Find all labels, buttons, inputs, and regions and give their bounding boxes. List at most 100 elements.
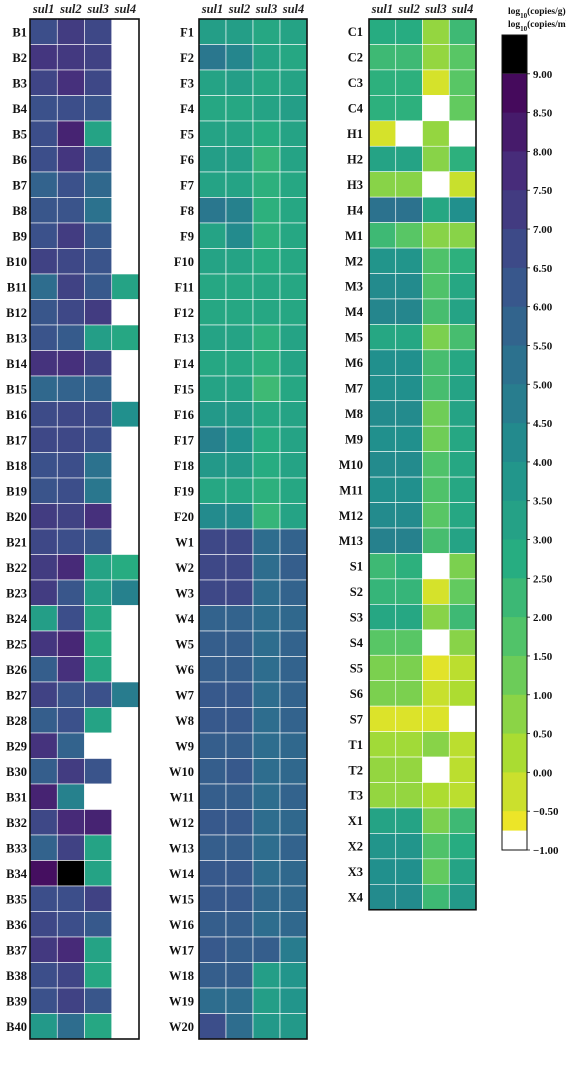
cell-X2-sul3 bbox=[422, 833, 450, 860]
cell-M8-sul3 bbox=[422, 400, 450, 427]
cell-B17-sul2 bbox=[56, 426, 85, 453]
cell-F17-sul2 bbox=[225, 426, 254, 453]
cell-F18-sul2 bbox=[225, 452, 254, 479]
row-label-W19: W19 bbox=[169, 994, 194, 1008]
cell-B3-sul2 bbox=[56, 69, 85, 96]
cell-B32-sul3 bbox=[84, 809, 113, 836]
colorbar-tick-label: 4.50 bbox=[533, 418, 553, 430]
cell-B30-sul1 bbox=[29, 758, 58, 785]
cell-B33-sul1 bbox=[29, 834, 58, 861]
cell-F14-sul3 bbox=[252, 350, 281, 377]
row-label-C1: C1 bbox=[348, 25, 363, 39]
row-label-B28: B28 bbox=[6, 714, 27, 728]
cell-B23-sul3 bbox=[84, 579, 113, 606]
cell-B30-sul3 bbox=[84, 758, 113, 785]
row-label-B3: B3 bbox=[12, 76, 27, 90]
colorbar-tick-label: 2.50 bbox=[533, 573, 553, 585]
cell-H2-sul3 bbox=[422, 145, 450, 173]
cell-B4-sul1 bbox=[29, 95, 58, 122]
column-header-sul1: sul1 bbox=[32, 2, 55, 16]
cell-B18-sul1 bbox=[29, 452, 58, 479]
cell-B39-sul1 bbox=[29, 987, 58, 1014]
colorbar-frame bbox=[501, 34, 528, 851]
cell-F17-sul4 bbox=[279, 426, 308, 453]
cell-F11-sul3 bbox=[252, 273, 281, 300]
cell-T3-sul3 bbox=[422, 782, 450, 809]
cell-W18-sul3 bbox=[252, 962, 281, 989]
colorbar-tick-label: 9.00 bbox=[533, 69, 553, 81]
cell-F12-sul3 bbox=[252, 299, 281, 326]
row-label-C4: C4 bbox=[348, 102, 364, 116]
cell-H4-sul4 bbox=[448, 196, 477, 223]
cell-F17-sul3 bbox=[252, 426, 281, 453]
cell-B8-sul3 bbox=[84, 197, 113, 224]
cell-T3-sul1 bbox=[368, 782, 397, 809]
colorbar-unit-label-1: log10(copies/g) bbox=[508, 6, 566, 20]
cell-B15-sul4 bbox=[111, 375, 140, 402]
row-label-B36: B36 bbox=[6, 918, 27, 932]
cell-B19-sul1 bbox=[29, 477, 58, 504]
cell-H3-sul1 bbox=[368, 171, 397, 198]
row-label-X3: X3 bbox=[348, 865, 363, 879]
row-label-W17: W17 bbox=[169, 943, 194, 957]
row-label-B17: B17 bbox=[6, 433, 27, 447]
cell-M5-sul3 bbox=[422, 324, 450, 351]
row-label-F1: F1 bbox=[180, 25, 194, 39]
cell-M13-sul2 bbox=[395, 527, 423, 554]
row-label-M4: M4 bbox=[345, 305, 364, 319]
cell-B6-sul3 bbox=[84, 146, 113, 173]
cell-M6-sul2 bbox=[395, 349, 423, 376]
cell-M1-sul3 bbox=[422, 222, 450, 249]
cell-M12-sul1 bbox=[368, 502, 397, 529]
cell-B38-sul2 bbox=[56, 962, 85, 989]
row-label-M10: M10 bbox=[339, 458, 363, 472]
cell-B9-sul3 bbox=[84, 222, 113, 249]
cell-W2-sul3 bbox=[252, 554, 281, 581]
cell-F3-sul3 bbox=[252, 69, 281, 96]
cell-W6-sul2 bbox=[225, 656, 254, 683]
row-label-F7: F7 bbox=[180, 178, 194, 192]
cell-H3-sul2 bbox=[395, 171, 423, 198]
cell-B20-sul2 bbox=[56, 503, 85, 530]
cell-B29-sul4 bbox=[111, 732, 140, 759]
cell-M5-sul1 bbox=[368, 324, 397, 351]
row-label-W13: W13 bbox=[169, 841, 194, 855]
cell-B35-sul1 bbox=[29, 885, 58, 912]
row-label-F13: F13 bbox=[174, 331, 194, 345]
colorbar-tick-label: 6.50 bbox=[533, 263, 553, 275]
cell-H1-sul3 bbox=[422, 120, 450, 147]
row-label-M6: M6 bbox=[345, 356, 363, 370]
cell-W15-sul4 bbox=[279, 885, 308, 912]
cell-B14-sul2 bbox=[56, 350, 85, 377]
row-label-W16: W16 bbox=[169, 918, 194, 932]
cell-B12-sul2 bbox=[56, 299, 85, 326]
cell-F4-sul2 bbox=[225, 95, 254, 122]
cell-H2-sul4 bbox=[448, 145, 477, 173]
cell-M7-sul1 bbox=[368, 374, 397, 402]
row-label-H4: H4 bbox=[347, 203, 364, 217]
row-label-F15: F15 bbox=[174, 382, 194, 396]
cell-S5-sul4 bbox=[448, 654, 477, 682]
cell-F18-sul1 bbox=[198, 452, 227, 479]
cell-C3-sul4 bbox=[448, 69, 477, 96]
row-label-M3: M3 bbox=[345, 280, 363, 294]
row-label-B39: B39 bbox=[6, 994, 27, 1008]
cell-F9-sul4 bbox=[279, 222, 308, 249]
cell-B26-sul2 bbox=[56, 656, 85, 683]
row-label-B11: B11 bbox=[7, 280, 27, 294]
row-label-M8: M8 bbox=[345, 407, 363, 421]
cell-B20-sul3 bbox=[84, 503, 113, 530]
row-label-B26: B26 bbox=[6, 663, 27, 677]
cell-M3-sul3 bbox=[422, 273, 450, 300]
cell-B2-sul3 bbox=[84, 44, 113, 71]
cell-F10-sul2 bbox=[225, 248, 254, 275]
cell-B26-sul1 bbox=[29, 656, 58, 683]
cell-B20-sul4 bbox=[111, 503, 140, 530]
row-label-M13: M13 bbox=[339, 534, 363, 548]
colorbar-step bbox=[502, 500, 527, 541]
cell-C4-sul1 bbox=[368, 95, 397, 122]
cell-B3-sul3 bbox=[84, 69, 113, 96]
cell-F14-sul2 bbox=[225, 350, 254, 377]
colorbar-tick-label: 5.00 bbox=[533, 379, 553, 391]
cell-W5-sul4 bbox=[279, 630, 308, 657]
